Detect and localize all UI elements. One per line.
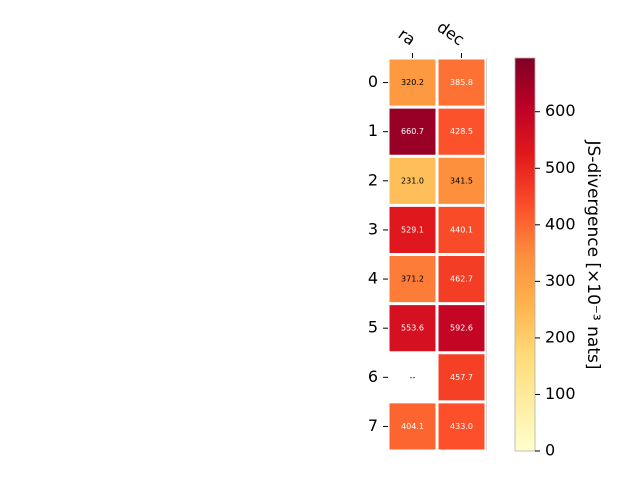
row-label: 2	[368, 170, 378, 189]
colorbar-tick-label: 400	[545, 214, 576, 233]
cell-value-label: 320.2	[401, 78, 424, 87]
row-label: 7	[368, 416, 378, 435]
heatmap-cell	[389, 256, 436, 303]
cell-value-label: 231.0	[401, 176, 424, 185]
row-label: 1	[368, 121, 378, 140]
heatmap-cell	[438, 403, 485, 450]
colorbar-tick-label: 300	[545, 271, 576, 290]
column-label: ra	[395, 24, 419, 49]
heatmap-cell	[389, 206, 436, 253]
cell-value-label: 457.7	[450, 373, 473, 382]
heatmap-cell	[438, 206, 485, 253]
cell-value-label: 529.1	[401, 225, 424, 234]
heatmap-cells: 320.2 385.8 660.7 428.5 231.0 341.5 529.1 440.1…	[389, 59, 485, 450]
row-label: 5	[368, 318, 378, 337]
cell-value-label: 592.6	[450, 324, 473, 333]
cell-value-label: 341.5	[450, 176, 473, 185]
heatmap-cell	[389, 108, 436, 155]
row-label: 6	[368, 367, 378, 386]
colorbar-tick-label: 200	[545, 327, 576, 346]
heatmap-cell	[389, 157, 436, 204]
colorbar-tick-label: 500	[545, 158, 576, 177]
row-label: 4	[368, 269, 378, 288]
cell-value-label: 553.6	[401, 324, 424, 333]
cell-value-label: 371.2	[401, 275, 424, 284]
colorbar-tick-label: 600	[545, 101, 576, 120]
cell-value-label: 660.7	[401, 127, 424, 136]
column-labels: ra dec	[395, 17, 468, 58]
colorbar-tick-label: 100	[545, 384, 576, 403]
cell-value-label: 462.7	[450, 275, 473, 284]
cell-value-label: 440.1	[450, 225, 473, 234]
colorbar-gradient	[514, 57, 536, 452]
cell-value-label: 385.8	[450, 78, 473, 87]
heatmap-cell	[389, 305, 436, 352]
heatmap-cell	[438, 157, 485, 204]
colorbar-ticks: 0 100 200 300 400 500 600	[535, 101, 576, 460]
cell-value-label: 428.5	[450, 127, 473, 136]
column-label: dec	[434, 17, 468, 49]
colorbar: 0 100 200 300 400 500 600 JS-divergence [×10⁻³…	[514, 57, 603, 460]
cell-value-label: 404.1	[401, 422, 424, 431]
colorbar-label: JS-divergence [×10⁻³ nats]	[583, 140, 603, 370]
missing-value-label: --	[410, 373, 416, 382]
row-labels: 0 1 2 3 4 5 6 7	[368, 72, 388, 435]
heatmap-cell	[438, 354, 485, 401]
heatmap-cell	[438, 305, 485, 352]
cell-value-label: 433.0	[450, 422, 473, 431]
row-label: 3	[368, 219, 378, 238]
heatmap-cell	[389, 59, 436, 106]
colorbar-tick-label: 0	[545, 441, 555, 460]
heatmap-cell	[438, 108, 485, 155]
row-label: 0	[368, 72, 378, 91]
heatmap-cell	[438, 59, 485, 106]
heatmap-cell	[389, 403, 436, 450]
heatmap-cell	[438, 256, 485, 303]
